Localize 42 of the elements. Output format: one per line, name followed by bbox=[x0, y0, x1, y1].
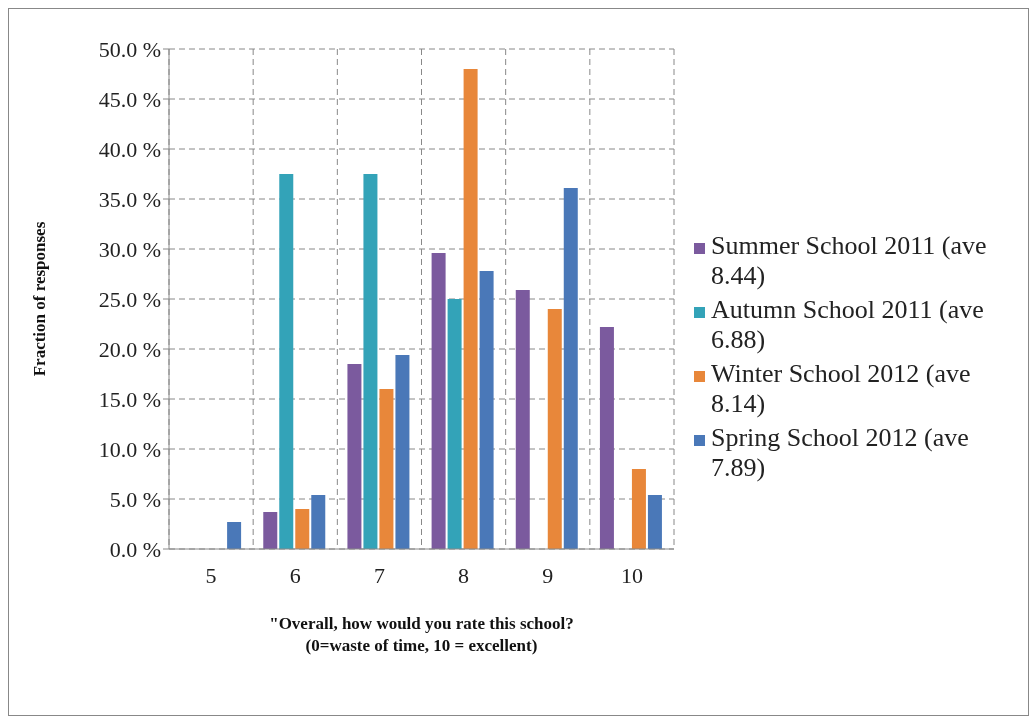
bar bbox=[295, 509, 310, 549]
bar bbox=[463, 69, 478, 549]
bar bbox=[395, 355, 410, 549]
bar bbox=[563, 188, 578, 549]
bar bbox=[379, 389, 394, 549]
y-axis-title: Fraction of responses bbox=[30, 221, 50, 377]
x-tick-label: 8 bbox=[458, 562, 470, 588]
x-tick-label: 6 bbox=[289, 562, 301, 588]
x-tick-label: 7 bbox=[373, 562, 385, 588]
bar bbox=[347, 364, 362, 549]
bar bbox=[479, 271, 494, 549]
x-axis-title: "Overall, how would you rate this school? (0=waste of time, 10 = excellent) bbox=[269, 614, 574, 655]
x-tick-label: 5 bbox=[205, 562, 217, 588]
legend-label: Autumn School 2011 (ave 6.88) bbox=[711, 295, 985, 355]
legend-label: Summer School 2011 (ave 8.44) bbox=[711, 231, 988, 291]
y-tick-label: 40.0 % bbox=[98, 136, 161, 162]
x-tick-label: 10 bbox=[620, 562, 643, 588]
y-tick-label: 45.0 % bbox=[98, 86, 161, 112]
y-tick-label: 20.0 % bbox=[98, 336, 161, 362]
bar bbox=[279, 174, 294, 549]
bar bbox=[263, 512, 278, 549]
y-tick-label: 25.0 % bbox=[98, 286, 161, 312]
y-tick-label: 5.0 % bbox=[109, 486, 161, 512]
y-tick-label: 30.0 % bbox=[98, 236, 161, 262]
bar bbox=[647, 495, 662, 549]
y-tick-label: 15.0 % bbox=[98, 386, 161, 412]
bar bbox=[227, 522, 242, 549]
bar bbox=[311, 495, 326, 549]
bar bbox=[515, 290, 530, 549]
y-tick-label: 0.0 % bbox=[109, 536, 161, 562]
y-tick-label: 35.0 % bbox=[98, 186, 161, 212]
bar bbox=[631, 469, 646, 549]
y-tick-label: 50.0 % bbox=[98, 36, 161, 62]
legend-label: Winter School 2012 (ave 8.14) bbox=[711, 359, 972, 419]
bar bbox=[363, 174, 378, 549]
bar bbox=[431, 253, 446, 549]
x-tick-label: 9 bbox=[542, 562, 554, 588]
bar bbox=[599, 327, 614, 549]
legend-label: Spring School 2012 (ave 7.89) bbox=[711, 423, 970, 483]
y-tick-label: 10.0 % bbox=[98, 436, 161, 462]
bar bbox=[547, 309, 562, 549]
bar bbox=[447, 299, 462, 549]
